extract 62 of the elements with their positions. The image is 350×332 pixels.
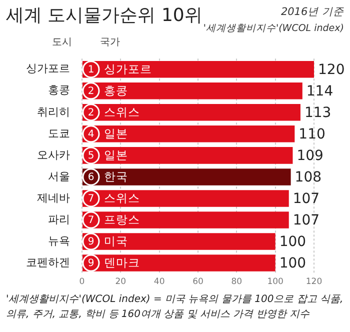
annotation: 1: [88, 64, 94, 76]
annotation: 5: [88, 150, 94, 162]
annotation: 4: [88, 129, 94, 140]
annotation: 스위스: [104, 104, 140, 119]
annotation: 홍콩: [104, 83, 128, 98]
text: 도시: [52, 36, 72, 49]
data-label: 108: [294, 170, 322, 186]
text: '세계생활비지수'(WCOL index) = 미국 뉴욕의 물가를 100으로 잡고 식품, 의류, 주거, 교통, 학비 등 160여개 상품 및 서비스 가격 반영한 지수: [6, 293, 344, 322]
bar: [82, 212, 289, 228]
y-tick-label: 서울: [48, 170, 70, 183]
x-tick-label: 100: [267, 277, 284, 288]
y-tick-label: 제네바: [37, 191, 70, 204]
bar: [82, 147, 293, 164]
bar: [82, 82, 302, 100]
annotation: 6: [88, 172, 94, 184]
data-label: 109: [296, 148, 324, 164]
annotation: 일본: [104, 126, 128, 140]
data-label: 100: [279, 256, 306, 272]
y-tick-label: 코펜하겐: [26, 256, 70, 269]
x-tick-label: 120: [306, 277, 322, 288]
data-label: 110: [298, 126, 326, 143]
bar: [82, 126, 295, 142]
data-label: 100: [279, 234, 306, 250]
annotation: 한국: [104, 169, 128, 184]
y-tick-label: 취리히: [37, 105, 70, 118]
y-tick-label: 파리: [48, 212, 70, 226]
x-tick-label: 60: [192, 277, 204, 288]
x-axis-title: '세계생활비지수'(WCOL index): [203, 22, 344, 35]
annotation: 7: [88, 194, 94, 205]
bar: [82, 190, 289, 207]
data-label: 114: [306, 84, 334, 100]
bar: [82, 233, 276, 250]
annotation: 2: [88, 107, 94, 118]
annotation: 덴마크: [104, 256, 140, 270]
x-tick-label: 80: [231, 277, 242, 288]
bar: [82, 104, 300, 121]
annotation: 미국: [104, 234, 128, 248]
text: 국가: [100, 36, 120, 49]
data-label: 120: [318, 62, 345, 78]
y-tick-label: 뉴욕: [48, 234, 70, 248]
chart-title: 세계 도시물가순위 10위: [6, 4, 202, 27]
annotation: 프랑스: [104, 212, 140, 226]
data-label: 113: [304, 105, 332, 122]
chart-subtitle: 2016년 기준: [280, 5, 344, 19]
x-tick-label: 0: [79, 277, 85, 288]
annotation: 2: [88, 86, 94, 97]
x-tick-label: 40: [154, 277, 165, 288]
y-tick-label: 오사카: [37, 148, 70, 162]
annotation: 9: [88, 236, 94, 248]
data-label: 107: [292, 191, 320, 208]
annotation: 스위스: [104, 190, 140, 205]
y-tick-label: 홍콩: [48, 84, 70, 97]
annotation: 싱가포르: [104, 62, 152, 76]
y-tick-label: 싱가포르: [26, 62, 70, 76]
bar: [82, 168, 291, 186]
annotation: 9: [88, 258, 94, 270]
x-tick-label: 20: [115, 277, 126, 288]
bar: [82, 254, 276, 272]
y-tick-label: 도쿄: [48, 126, 70, 140]
data-label: 107: [292, 212, 320, 229]
annotation: 일본: [104, 148, 128, 162]
annotation: 7: [88, 215, 94, 226]
